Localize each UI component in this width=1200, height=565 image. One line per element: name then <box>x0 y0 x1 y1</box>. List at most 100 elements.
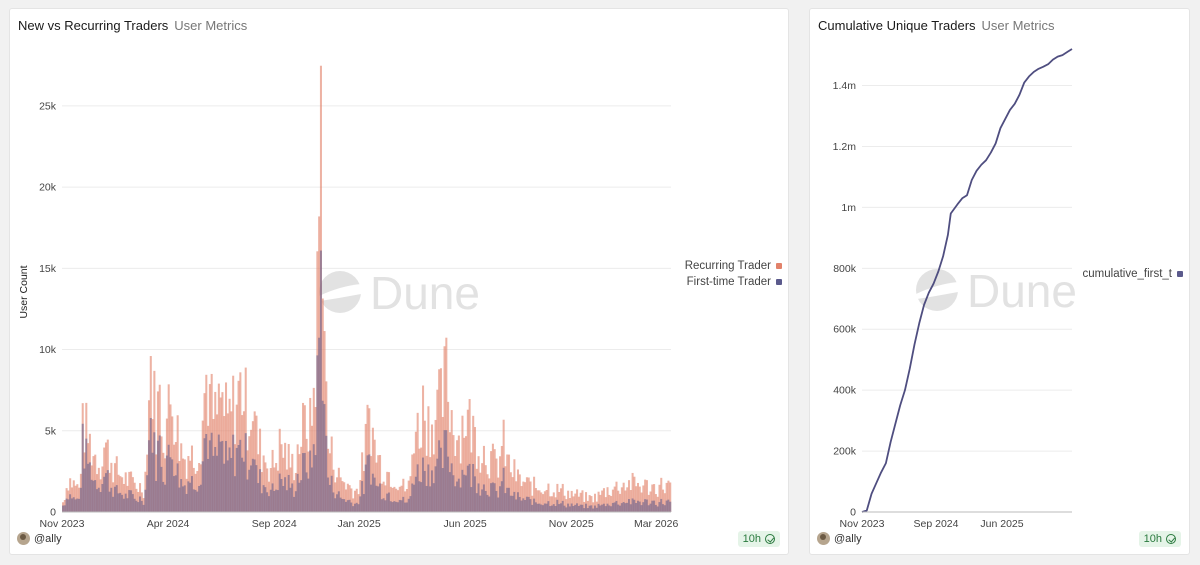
bar-recurring <box>328 453 331 512</box>
bar-recurring <box>461 415 464 512</box>
bar-first-time <box>608 505 611 512</box>
legend-item-cumulative[interactable]: cumulative_first_t <box>1083 266 1183 282</box>
bar-first-time <box>199 484 202 512</box>
bar-first-time <box>658 502 661 512</box>
bar-first-time <box>293 496 296 512</box>
bar-recurring <box>180 443 183 512</box>
avatar <box>817 532 830 545</box>
bar-recurring <box>436 389 439 512</box>
bar-first-time <box>296 473 299 512</box>
chart-title[interactable]: New vs Recurring Traders User Metrics <box>18 18 247 33</box>
x-tick-label: Jun 2025 <box>980 518 1023 530</box>
bar-recurring <box>391 487 394 512</box>
bar-first-time <box>500 481 503 512</box>
bar-recurring <box>439 368 442 512</box>
author[interactable]: @ally <box>817 532 862 545</box>
author[interactable]: @ally <box>17 532 62 545</box>
bar-recurring <box>122 483 125 512</box>
bar-first-time <box>626 502 629 512</box>
bar-first-time <box>241 457 244 512</box>
bar-recurring <box>362 471 365 512</box>
y-tick-label: 25k <box>39 100 57 112</box>
bar-first-time <box>284 477 287 512</box>
bar-first-time <box>212 455 215 512</box>
refresh-badge[interactable]: 10h <box>1138 531 1181 547</box>
bar-recurring <box>617 490 620 512</box>
bar-first-time <box>97 487 100 512</box>
bar-first-time <box>436 458 439 512</box>
bar-recurring <box>525 477 528 512</box>
bar-first-time <box>495 490 498 512</box>
bar-recurring <box>608 494 611 512</box>
check-circle-icon <box>765 534 775 544</box>
bar-recurring <box>622 482 625 512</box>
bar-first-time <box>404 502 407 512</box>
bar-recurring <box>468 399 471 512</box>
bar-first-time <box>382 498 385 512</box>
bar-recurring <box>536 490 539 512</box>
bar-first-time <box>103 476 106 512</box>
bar-first-time <box>509 495 512 512</box>
chart-title[interactable]: Cumulative Unique Traders User Metrics <box>818 18 1054 33</box>
bar-first-time <box>285 490 288 512</box>
bar-first-time <box>167 444 170 512</box>
x-tick-label: Jun 2025 <box>444 518 487 530</box>
bar-first-time <box>251 458 254 512</box>
bar-first-time <box>250 465 253 512</box>
bar-first-time <box>524 499 527 512</box>
bar-first-time <box>420 482 423 512</box>
bar-first-time <box>579 504 582 512</box>
bar-first-time <box>576 503 579 512</box>
bar-first-time <box>225 440 228 512</box>
bar-first-time <box>432 483 435 512</box>
bar-recurring <box>597 491 600 512</box>
bar-recurring <box>602 488 605 512</box>
bar-recurring <box>642 485 645 512</box>
bar-recurring <box>516 469 519 512</box>
bar-first-time <box>182 486 185 512</box>
bar-recurring <box>558 492 561 512</box>
y-tick-label: 10k <box>39 344 57 356</box>
x-tick-label: Sep 2024 <box>252 518 297 530</box>
bar-recurring <box>647 494 650 512</box>
bar-recurring <box>524 482 527 512</box>
refresh-badge[interactable]: 10h <box>737 531 780 547</box>
bar-recurring <box>255 415 258 512</box>
legend-item-recurring[interactable]: Recurring Trader <box>685 258 782 274</box>
bar-recurring <box>592 502 595 512</box>
bar-first-time <box>624 503 627 512</box>
bar-first-time <box>540 504 543 512</box>
bar-recurring <box>339 477 342 512</box>
grid-lines <box>862 85 1072 452</box>
bar-first-time <box>482 484 485 512</box>
bar-first-time <box>633 499 636 512</box>
bar-recurring <box>495 458 498 512</box>
bar-recurring <box>620 487 623 512</box>
legend-swatch <box>776 263 782 269</box>
bar-recurring <box>413 453 416 512</box>
bar-first-time <box>203 438 206 512</box>
bar-recurring <box>631 472 634 512</box>
bar-recurring <box>511 477 514 512</box>
bar-first-time <box>201 461 204 512</box>
bar-first-time <box>361 481 364 512</box>
bar-recurring <box>196 471 199 512</box>
bar-first-time <box>570 503 573 512</box>
bar-first-time <box>552 504 555 512</box>
bar-recurring <box>402 478 405 512</box>
bar-first-time <box>473 476 477 512</box>
bar-first-time <box>74 499 77 512</box>
bar-recurring <box>577 496 580 512</box>
bar-recurring <box>434 419 437 512</box>
bar-first-time <box>343 499 346 512</box>
bar-first-time <box>364 464 367 512</box>
bar-recurring <box>610 496 613 512</box>
bar-first-time <box>149 418 152 512</box>
bar-first-time <box>244 433 247 512</box>
bar-first-time <box>76 498 79 512</box>
bar-first-time <box>262 485 265 512</box>
bar-first-time <box>165 455 168 512</box>
bar-first-time <box>316 355 319 512</box>
bar-first-time <box>470 487 473 512</box>
legend-item-first-time[interactable]: First-time Trader <box>685 274 782 290</box>
